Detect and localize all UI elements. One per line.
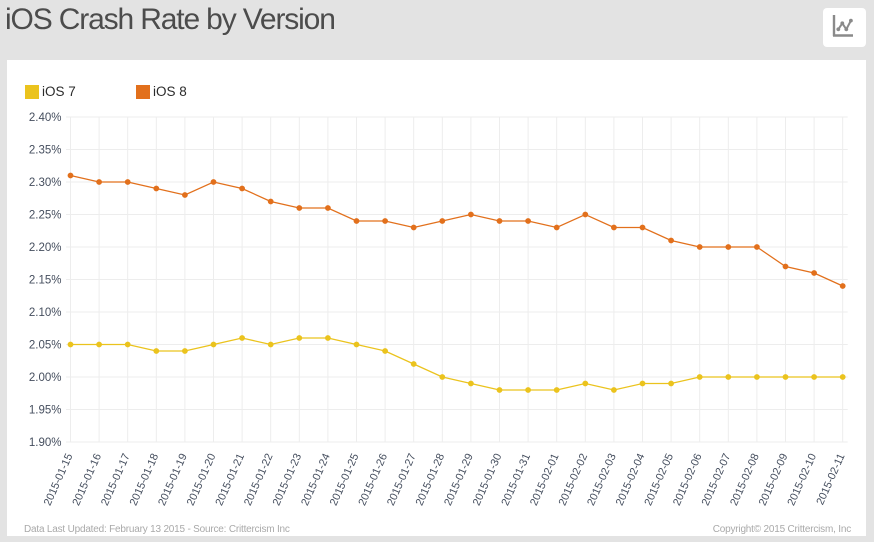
svg-text:2015-01-21: 2015-01-21 xyxy=(213,452,247,508)
svg-text:2015-02-05: 2015-02-05 xyxy=(642,452,676,508)
svg-text:2015-01-29: 2015-01-29 xyxy=(442,452,476,508)
svg-text:2015-01-17: 2015-01-17 xyxy=(99,452,133,508)
svg-text:2015-01-19: 2015-01-19 xyxy=(156,452,190,508)
svg-text:2015-02-07: 2015-02-07 xyxy=(700,452,734,508)
svg-text:2015-01-27: 2015-01-27 xyxy=(385,452,419,508)
svg-text:2015-01-20: 2015-01-20 xyxy=(185,452,219,508)
svg-text:2015-02-04: 2015-02-04 xyxy=(614,452,648,508)
svg-text:2015-01-18: 2015-01-18 xyxy=(128,452,162,508)
svg-text:2.30%: 2.30% xyxy=(29,177,62,189)
svg-text:1.95%: 1.95% xyxy=(29,405,62,417)
svg-text:2015-02-03: 2015-02-03 xyxy=(585,452,619,508)
svg-text:1.90%: 1.90% xyxy=(29,437,62,449)
svg-text:2015-01-22: 2015-01-22 xyxy=(242,452,276,508)
svg-text:2015-01-15: 2015-01-15 xyxy=(42,452,76,508)
svg-text:2.05%: 2.05% xyxy=(29,340,62,352)
svg-text:2015-01-25: 2015-01-25 xyxy=(328,452,362,508)
svg-text:2015-02-06: 2015-02-06 xyxy=(671,452,705,508)
svg-text:2015-01-31: 2015-01-31 xyxy=(499,452,533,508)
svg-text:2015-02-01: 2015-02-01 xyxy=(528,452,562,508)
svg-text:2015-01-30: 2015-01-30 xyxy=(471,452,505,508)
svg-text:2.25%: 2.25% xyxy=(29,210,62,222)
svg-text:2015-01-28: 2015-01-28 xyxy=(414,452,448,508)
svg-text:2.40%: 2.40% xyxy=(29,112,62,124)
svg-text:2.35%: 2.35% xyxy=(29,145,62,157)
svg-text:2015-02-08: 2015-02-08 xyxy=(728,452,762,508)
svg-text:2015-02-02: 2015-02-02 xyxy=(557,452,591,508)
svg-text:2015-01-24: 2015-01-24 xyxy=(299,452,333,508)
svg-text:2015-01-16: 2015-01-16 xyxy=(70,452,104,508)
svg-text:2.20%: 2.20% xyxy=(29,242,62,254)
svg-text:2.10%: 2.10% xyxy=(29,307,62,319)
svg-text:2.15%: 2.15% xyxy=(29,275,62,287)
svg-text:2015-01-23: 2015-01-23 xyxy=(271,452,305,508)
svg-text:2015-02-11: 2015-02-11 xyxy=(814,452,847,507)
svg-text:2.00%: 2.00% xyxy=(29,372,62,384)
svg-text:2015-02-09: 2015-02-09 xyxy=(757,452,791,508)
svg-text:2015-01-26: 2015-01-26 xyxy=(356,452,390,508)
svg-text:2015-02-10: 2015-02-10 xyxy=(785,452,819,508)
